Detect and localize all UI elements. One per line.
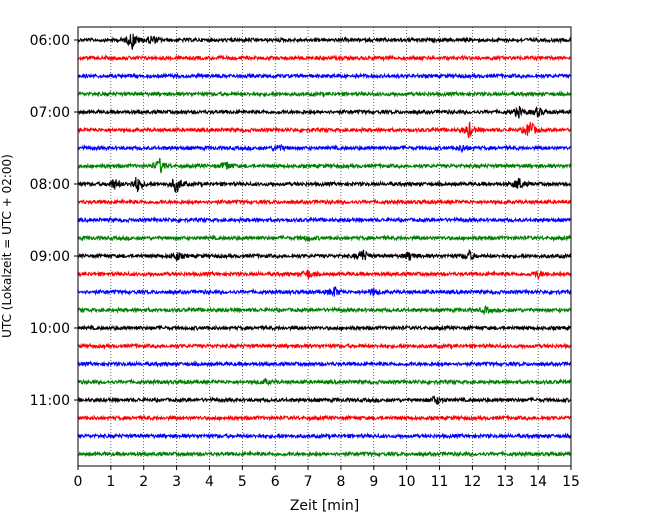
trace-line (77, 249, 572, 262)
x-tick-label: 7 (304, 474, 313, 490)
x-axis-ticks: 0 1 2 3 4 5 6 7 8 9 10 11 12 13 14 15 (74, 466, 580, 490)
x-tick-label: 2 (139, 474, 148, 490)
y-tick-label: 10:00 (30, 321, 70, 337)
y-tick-label: 09:00 (30, 249, 70, 265)
grid-lines (110, 27, 539, 466)
x-tick-label: 14 (529, 474, 547, 490)
y-tick-label: 06:00 (30, 33, 70, 49)
trace-line (77, 53, 572, 63)
trace-line (77, 431, 572, 440)
trace-line (77, 269, 572, 280)
trace-line (77, 120, 572, 139)
x-axis-label: Zeit [min] (290, 498, 359, 514)
x-tick-label: 5 (238, 474, 247, 490)
x-tick-label: 13 (496, 474, 514, 490)
trace-line (77, 72, 572, 80)
x-tick-label: 3 (172, 474, 181, 490)
trace-line (77, 414, 572, 423)
y-tick-label: 08:00 (30, 177, 70, 193)
x-tick-label: 0 (74, 474, 83, 490)
trace-line (77, 395, 572, 405)
x-tick-label: 6 (271, 474, 280, 490)
trace-line (77, 216, 572, 224)
x-tick-label: 11 (431, 474, 449, 490)
trace-line (77, 90, 572, 98)
seismic-traces (77, 33, 572, 458)
x-tick-label: 1 (106, 474, 115, 490)
y-axis-ticks: 06:00 07:00 08:00 09:00 10:00 11:00 (30, 33, 78, 409)
trace-line (77, 177, 572, 193)
y-tick-label: 07:00 (30, 105, 70, 121)
trace-line (77, 360, 572, 368)
trace-line (77, 305, 572, 316)
trace-line (77, 285, 572, 297)
trace-line (77, 105, 572, 119)
x-tick-label: 4 (205, 474, 214, 490)
y-tick-label: 11:00 (30, 393, 70, 409)
trace-line (77, 157, 572, 174)
plot-frame (77, 26, 572, 467)
trace-line (77, 144, 572, 154)
x-tick-label: 15 (562, 474, 580, 490)
trace-line (77, 324, 572, 332)
trace-line (77, 342, 572, 350)
trace-line (77, 449, 572, 458)
x-tick-label: 9 (369, 474, 378, 490)
trace-line (77, 234, 572, 243)
x-tick-label: 12 (463, 474, 481, 490)
trace-line (77, 197, 572, 206)
x-tick-label: 8 (336, 474, 345, 490)
trace-line (77, 377, 572, 387)
y-axis-label: UTC (Lokalzeit = UTC + 02:00) (0, 154, 14, 338)
trace-line (77, 33, 572, 50)
x-tick-label: 10 (398, 474, 416, 490)
